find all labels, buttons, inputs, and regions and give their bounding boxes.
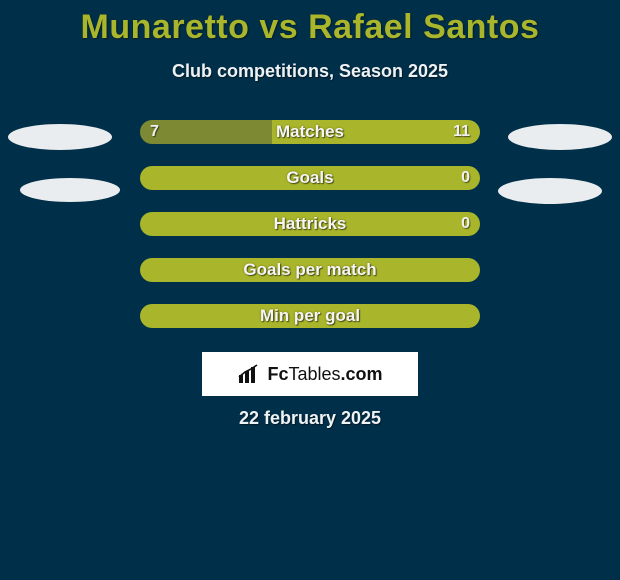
bar-right: [272, 120, 480, 144]
bar-track: [140, 212, 480, 236]
stat-row-goals-per-match: Goals per match: [0, 258, 620, 304]
stat-row-hattricks: 0 Hattricks: [0, 212, 620, 258]
bar-right: [140, 212, 480, 236]
logo-text-a: Fc: [267, 364, 288, 384]
club-badge-left-2: [20, 178, 120, 202]
logo-inner: FcTables.com: [237, 363, 382, 385]
bar-track: [140, 166, 480, 190]
stat-right-value: 0: [461, 212, 470, 236]
fctables-logo[interactable]: FcTables.com: [202, 352, 418, 396]
bar-track: [140, 120, 480, 144]
club-badge-left-1: [8, 124, 112, 150]
club-badge-right-1: [508, 124, 612, 150]
stat-left-value: 7: [150, 120, 159, 144]
bar-track: [140, 258, 480, 282]
logo-text: FcTables.com: [267, 364, 382, 385]
logo-text-b: Tables: [288, 364, 340, 384]
date-label: 22 february 2025: [0, 408, 620, 429]
stat-row-min-per-goal: Min per goal: [0, 304, 620, 350]
stat-right-value: 11: [453, 120, 470, 144]
logo-text-c: .com: [341, 364, 383, 384]
bar-right: [140, 166, 480, 190]
stat-right-value: 0: [461, 166, 470, 190]
bar-right: [140, 258, 480, 282]
page-subtitle: Club competitions, Season 2025: [0, 61, 620, 82]
bar-left: [140, 120, 272, 144]
stats-rows: 7 11 Matches 0 Goals 0 Hattricks Goals p…: [0, 120, 620, 350]
bar-track: [140, 304, 480, 328]
bar-right: [140, 304, 480, 328]
club-badge-right-2: [498, 178, 602, 204]
page-title: Munaretto vs Rafael Santos: [0, 0, 620, 47]
bar-chart-icon: [237, 363, 263, 385]
